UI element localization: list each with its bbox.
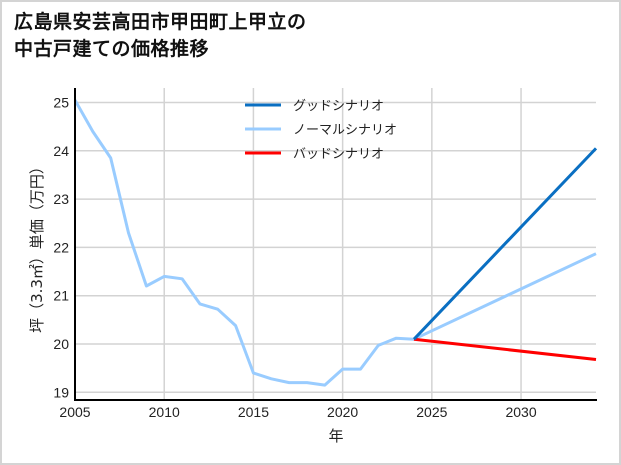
y-tick-label: 22: [53, 239, 69, 255]
y-tick-label: 25: [53, 95, 69, 111]
x-tick-label: 2025: [416, 404, 447, 420]
x-tick-label: 2005: [59, 404, 90, 420]
y-tick-label: 21: [53, 288, 69, 304]
legend-label: ノーマルシナリオ: [293, 123, 397, 138]
y-tick-labels: 19 20 21 22 23 24 25: [53, 95, 69, 401]
series-line: [413, 337, 597, 361]
y-tick-label: 20: [53, 336, 69, 352]
x-axis-label: 年: [328, 427, 343, 445]
axes: [74, 88, 597, 401]
legend-label: バッドシナリオ: [293, 147, 384, 162]
series-line: [73, 99, 597, 387]
x-tick-label: 2030: [505, 404, 536, 420]
x-tick-label: 2020: [327, 404, 358, 420]
chart-title: 広島県安芸高田市甲田町上甲立の 中古戸建ての価格推移: [14, 11, 307, 60]
legend-label: グッドシナリオ: [293, 99, 384, 114]
y-tick-label: 24: [53, 143, 69, 159]
x-tick-label: 2010: [149, 404, 180, 420]
y-axis-label: 坪（3.3㎡）単価（万円）: [28, 159, 46, 333]
y-tick-label: 23: [53, 191, 69, 207]
series-line: [412, 147, 598, 341]
x-tick-labels: 2005 2010 2015 2020 2025 2030: [59, 404, 536, 420]
series-lines: [73, 99, 598, 387]
x-tick-label: 2015: [238, 404, 269, 420]
y-tick-label: 19: [53, 384, 69, 400]
